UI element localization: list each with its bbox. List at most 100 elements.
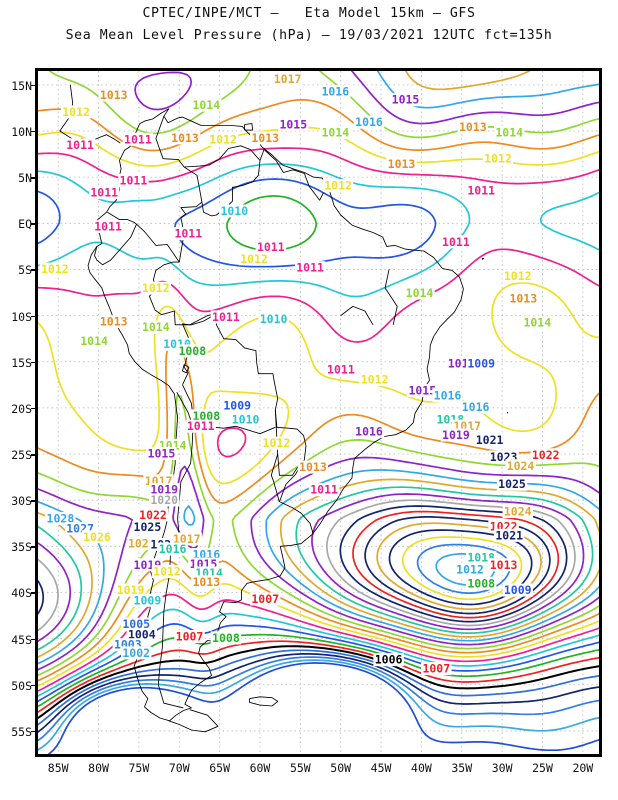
contour-value-label: 1028 (47, 511, 75, 525)
contour-line-1018 (295, 486, 594, 634)
contour-label-halo (530, 448, 561, 462)
lat-tick-label: 50S (11, 678, 32, 693)
coastline-path (244, 123, 254, 131)
contour-line-1005 (38, 649, 599, 726)
coastline-path (184, 145, 261, 168)
contour-label-halo (122, 132, 154, 146)
contour-label-halo (308, 483, 340, 497)
contour-value-label: 1017 (274, 72, 302, 86)
contour-line-1026 (401, 536, 523, 601)
lat-tick-label: 15N (11, 78, 32, 93)
contour-line-1016 (265, 469, 599, 642)
contour-label-halo (78, 334, 110, 348)
contour-line-1014 (231, 439, 599, 650)
coastline-path (94, 224, 137, 266)
contour-line-1022 (352, 510, 560, 619)
lon-tick-label: 55W (289, 761, 311, 775)
contour-label-halo (191, 98, 222, 112)
contour-label-halo (474, 433, 505, 447)
contour-line-1023 (364, 516, 551, 615)
lat-tick-mark (31, 592, 36, 594)
contour-value-label: 1012 (324, 179, 352, 193)
contour-value-label: 1006 (375, 653, 403, 667)
contour-value-label: 1011 (187, 419, 215, 433)
contour-label-halo (169, 131, 201, 145)
contour-value-label: 1008 (178, 344, 206, 358)
contour-value-label: 1024 (504, 505, 532, 519)
contour-line-1012 (201, 390, 290, 485)
lon-tick-label: 20W (572, 761, 594, 775)
contour-label-halo (466, 356, 497, 370)
contour-label-halo (185, 419, 216, 433)
contour-label-halo (294, 261, 326, 275)
contour-label-halo (89, 186, 120, 200)
contour-value-label: 1019 (150, 483, 178, 497)
contour-label-halo (121, 646, 152, 660)
contour-value-label: 1026 (83, 530, 111, 544)
contour-label-halo (146, 447, 177, 460)
contour-value-label: 1011 (124, 132, 152, 146)
contour-label-halo (238, 252, 270, 266)
lat-tick-mark (31, 500, 36, 502)
contour-value-label: 1016 (321, 85, 349, 99)
lon-tick-label: 70W (168, 761, 190, 775)
contour-value-label: 1012 (504, 269, 532, 283)
contour-value-label: 1007 (251, 592, 279, 606)
contour-label-halo (496, 477, 528, 491)
contour-line-1012 (38, 577, 599, 687)
contour-line-1015 (134, 71, 193, 111)
contour-label-halo (137, 508, 169, 522)
contour-label-halo (81, 530, 113, 544)
contour-label-halo (250, 131, 281, 145)
contour-line-1012 (38, 282, 599, 452)
contour-line-1020 (38, 558, 59, 632)
contour-line-1011 (216, 427, 247, 458)
lat-tick-label: 10N (11, 124, 32, 139)
contour-value-label: 1015 (408, 384, 436, 398)
contour-line-1006 (38, 645, 599, 719)
lon-tick-label: 60W (249, 761, 271, 775)
contour-value-label: 1011 (120, 173, 148, 187)
contour-value-label: 1012 (456, 563, 484, 577)
lon-tick-label: 85W (47, 761, 69, 775)
contour-value-label: 1012 (62, 105, 90, 119)
contour-value-label: 1011 (296, 261, 324, 275)
contour-line-1019 (38, 542, 72, 642)
contour-value-label: 1014 (495, 126, 523, 140)
contour-line-1027 (416, 543, 511, 594)
contour-value-label: 1013 (192, 575, 220, 589)
contour-label-halo (64, 138, 96, 152)
contour-label-halo (482, 151, 514, 165)
lat-tick-mark (31, 407, 36, 410)
contour-line-1015 (351, 71, 599, 125)
contour-value-label: 1011 (174, 227, 202, 241)
contour-label-halo (297, 460, 329, 474)
contour-label-halo (98, 88, 129, 102)
contour-value-label: 1011 (442, 235, 470, 249)
contour-line-1009 (38, 623, 599, 702)
lat-tick-label: 10S (11, 309, 32, 324)
contour-label-halo (250, 592, 281, 606)
contour-value-label: 1005 (122, 617, 150, 631)
contour-line-1025 (388, 529, 533, 606)
contour-value-label: 1016 (159, 542, 187, 556)
contour-label-halo (149, 493, 180, 507)
contour-label-halo (140, 320, 171, 334)
lat-tick-mark (31, 177, 36, 179)
contour-value-label: 1009 (467, 356, 495, 370)
lat-tick-label: 20S (11, 401, 32, 416)
contour-label-halo (407, 384, 438, 398)
contour-value-label: 1016 (434, 388, 462, 402)
coastline-path (168, 709, 219, 733)
lat-tick-mark (31, 315, 36, 318)
lat-tick-mark (31, 638, 36, 641)
contour-value-label: 1014 (192, 98, 220, 112)
lat-tick-mark (31, 546, 36, 548)
contour-value-label: 1011 (310, 483, 338, 497)
page-subtitle: Sea Mean Level Pressure (hPa) — 19/03/20… (65, 28, 553, 43)
contour-value-label: 1013 (509, 291, 537, 305)
contour-label-halo (60, 105, 92, 119)
contour-line-1007 (38, 640, 599, 713)
contour-label-halo (494, 528, 525, 542)
